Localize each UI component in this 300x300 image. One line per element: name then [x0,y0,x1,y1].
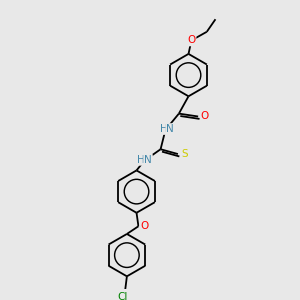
Text: O: O [140,221,148,231]
Text: O: O [187,35,196,45]
Text: H: H [160,124,167,134]
Text: Cl: Cl [118,292,128,300]
Text: S: S [181,149,188,159]
Text: N: N [144,155,152,165]
Text: O: O [201,112,209,122]
Text: N: N [166,124,174,134]
Text: H: H [137,155,145,165]
